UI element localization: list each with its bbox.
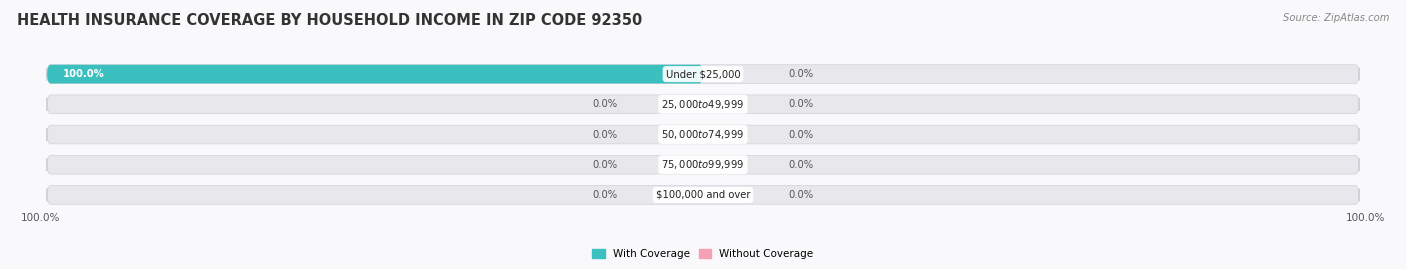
- Text: Under $25,000: Under $25,000: [665, 69, 741, 79]
- Text: 100.0%: 100.0%: [1346, 214, 1385, 224]
- Text: $25,000 to $49,999: $25,000 to $49,999: [661, 98, 745, 111]
- FancyBboxPatch shape: [46, 186, 1360, 204]
- Text: $50,000 to $74,999: $50,000 to $74,999: [661, 128, 745, 141]
- FancyBboxPatch shape: [46, 65, 703, 83]
- Text: HEALTH INSURANCE COVERAGE BY HOUSEHOLD INCOME IN ZIP CODE 92350: HEALTH INSURANCE COVERAGE BY HOUSEHOLD I…: [17, 13, 643, 29]
- Text: 0.0%: 0.0%: [789, 99, 814, 109]
- Text: $100,000 and over: $100,000 and over: [655, 190, 751, 200]
- FancyBboxPatch shape: [46, 95, 1360, 114]
- Text: 0.0%: 0.0%: [789, 190, 814, 200]
- Text: 0.0%: 0.0%: [592, 190, 617, 200]
- Text: 0.0%: 0.0%: [789, 160, 814, 170]
- Text: 0.0%: 0.0%: [592, 129, 617, 140]
- Text: 0.0%: 0.0%: [789, 129, 814, 140]
- Text: 0.0%: 0.0%: [789, 69, 814, 79]
- Text: 100.0%: 100.0%: [21, 214, 60, 224]
- Text: $75,000 to $99,999: $75,000 to $99,999: [661, 158, 745, 171]
- Text: 0.0%: 0.0%: [592, 99, 617, 109]
- Text: Source: ZipAtlas.com: Source: ZipAtlas.com: [1282, 13, 1389, 23]
- Text: 0.0%: 0.0%: [592, 160, 617, 170]
- FancyBboxPatch shape: [46, 155, 1360, 174]
- Text: 100.0%: 100.0%: [63, 69, 105, 79]
- Legend: With Coverage, Without Coverage: With Coverage, Without Coverage: [588, 245, 818, 264]
- FancyBboxPatch shape: [46, 125, 1360, 144]
- FancyBboxPatch shape: [46, 65, 1360, 83]
